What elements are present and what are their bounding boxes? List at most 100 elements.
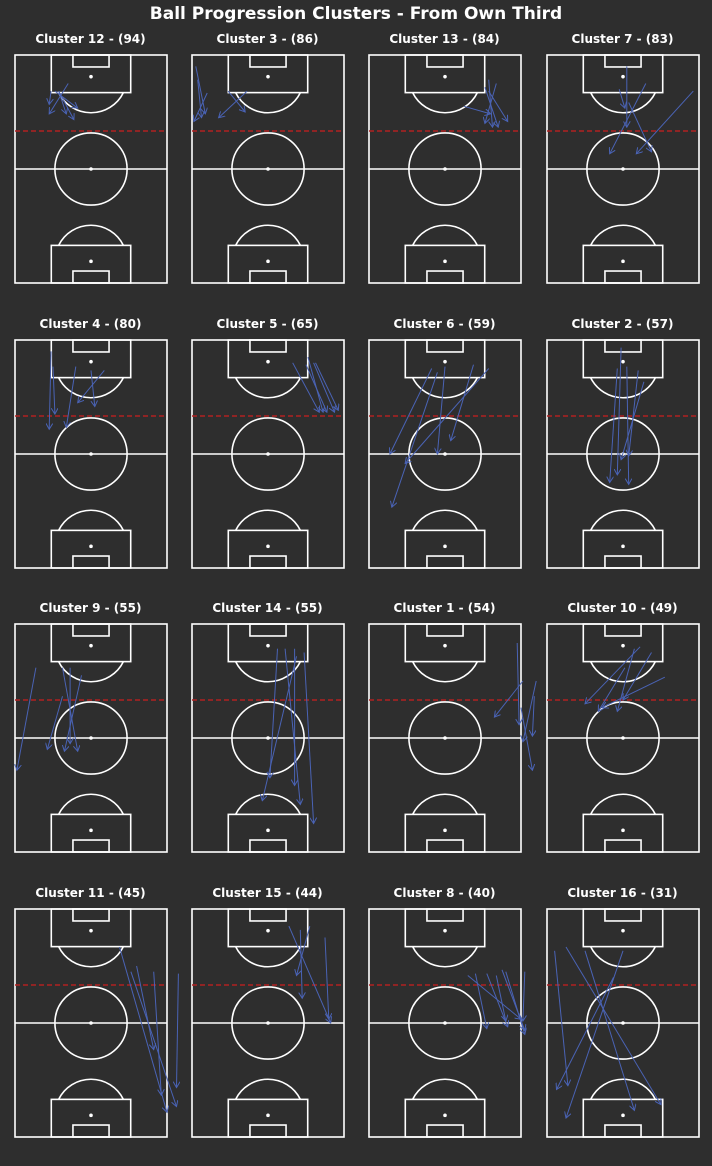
centre-spot: [89, 736, 93, 740]
bottom-penalty-arc: [589, 224, 657, 246]
pitch: [546, 339, 700, 569]
top-goal-box: [426, 54, 464, 68]
pitch-markings: [368, 623, 522, 853]
cluster-panel: Cluster 3 - (86): [179, 32, 356, 312]
bottom-penalty-area: [227, 244, 309, 284]
bottom-goal-box: [249, 270, 287, 284]
progression-arrow: [288, 925, 331, 1023]
bottom-goal-box: [72, 555, 110, 569]
pitch-markings: [191, 623, 345, 853]
progression-arrow: [54, 90, 78, 108]
progression-arrow: [53, 366, 55, 415]
progression-arrow: [584, 950, 634, 1111]
pitch-markings: [14, 54, 168, 284]
top-goal-box: [604, 908, 642, 922]
bottom-penalty-arc: [411, 224, 479, 246]
pitch-markings: [191, 339, 345, 569]
top-penalty-spot: [443, 74, 447, 79]
cluster-title: Cluster 1 - (54): [393, 601, 496, 615]
pitch: [14, 54, 168, 284]
bottom-penalty-spot: [266, 544, 270, 549]
pitch: [191, 54, 345, 284]
bottom-penalty-spot: [89, 828, 93, 833]
top-penalty-area: [582, 908, 664, 948]
progression-arrow: [227, 90, 245, 112]
bottom-penalty-arc: [411, 1078, 479, 1100]
progression-arrow: [17, 667, 37, 771]
cluster-panel: Cluster 11 - (45): [2, 886, 179, 1166]
top-goal-box: [72, 908, 110, 922]
bottom-goal-box: [604, 555, 642, 569]
top-penalty-area: [404, 908, 486, 948]
progression-arrow: [153, 971, 162, 1095]
progression-arrow: [49, 351, 51, 429]
top-penalty-area: [50, 623, 132, 663]
top-penalty-arc: [589, 661, 657, 683]
pitch: [546, 54, 700, 284]
progression-arrow: [49, 83, 69, 114]
bottom-penalty-area: [50, 1098, 132, 1138]
cluster-title: Cluster 5 - (65): [216, 317, 319, 331]
centre-circle: [586, 132, 660, 206]
progression-arrow: [598, 667, 626, 712]
centre-circle: [231, 986, 305, 1060]
pitch-markings: [546, 623, 700, 853]
bottom-penalty-area: [50, 529, 132, 569]
bottom-penalty-arc: [57, 509, 125, 531]
progression-arrow: [505, 971, 525, 1035]
progression-arrow: [532, 696, 534, 736]
bottom-penalty-arc: [234, 1078, 302, 1100]
pitch: [14, 908, 168, 1138]
progression-arrow: [303, 652, 314, 824]
cluster-panel: Cluster 16 - (31): [534, 886, 711, 1166]
top-penalty-arc: [57, 946, 125, 968]
bottom-penalty-arc: [411, 509, 479, 531]
progression-arrow: [623, 652, 652, 701]
bottom-penalty-area: [50, 244, 132, 284]
centre-spot: [266, 452, 270, 456]
top-goal-box: [604, 54, 642, 68]
cluster-panel: Cluster 9 - (55): [2, 601, 179, 881]
progression-arrow: [585, 646, 641, 704]
progression-arrow: [437, 366, 446, 454]
pitch-markings: [368, 339, 522, 569]
centre-spot: [266, 736, 270, 740]
cluster-panel: Cluster 12 - (94): [2, 32, 179, 312]
progression-arrow: [58, 90, 67, 114]
pitch: [191, 339, 345, 569]
progression-arrow: [78, 370, 105, 402]
top-penalty-area: [227, 623, 309, 663]
cluster-title: Cluster 4 - (80): [39, 317, 142, 331]
top-penalty-spot: [443, 643, 447, 648]
top-penalty-spot: [621, 643, 625, 648]
progression-arrow: [324, 937, 329, 1020]
top-goal-box: [72, 339, 110, 353]
bottom-penalty-area: [582, 244, 664, 284]
centre-circle: [586, 417, 660, 491]
centre-spot: [443, 736, 447, 740]
top-goal-box: [249, 623, 287, 637]
cluster-title: Cluster 8 - (40): [393, 886, 496, 900]
cluster-panel: Cluster 6 - (59): [356, 317, 533, 597]
progression-arrow: [628, 102, 652, 152]
cluster-title: Cluster 12 - (94): [35, 32, 146, 46]
top-goal-box: [426, 908, 464, 922]
bottom-goal-box: [426, 555, 464, 569]
progression-arrow: [405, 368, 490, 464]
centre-circle: [54, 132, 128, 206]
centre-spot: [266, 167, 270, 171]
centre-circle: [586, 986, 660, 1060]
pitch-markings: [191, 54, 345, 284]
cluster-title: Cluster 2 - (57): [571, 317, 674, 331]
bottom-penalty-spot: [443, 259, 447, 264]
centre-spot: [443, 1021, 447, 1025]
top-penalty-arc: [234, 377, 302, 399]
bottom-penalty-area: [50, 813, 132, 853]
top-penalty-area: [50, 908, 132, 948]
progression-arrow: [177, 973, 179, 1088]
bottom-penalty-spot: [621, 828, 625, 833]
top-penalty-area: [582, 339, 664, 379]
cluster-title: Cluster 16 - (31): [567, 886, 678, 900]
top-penalty-arc: [589, 92, 657, 114]
top-penalty-arc: [234, 92, 302, 114]
